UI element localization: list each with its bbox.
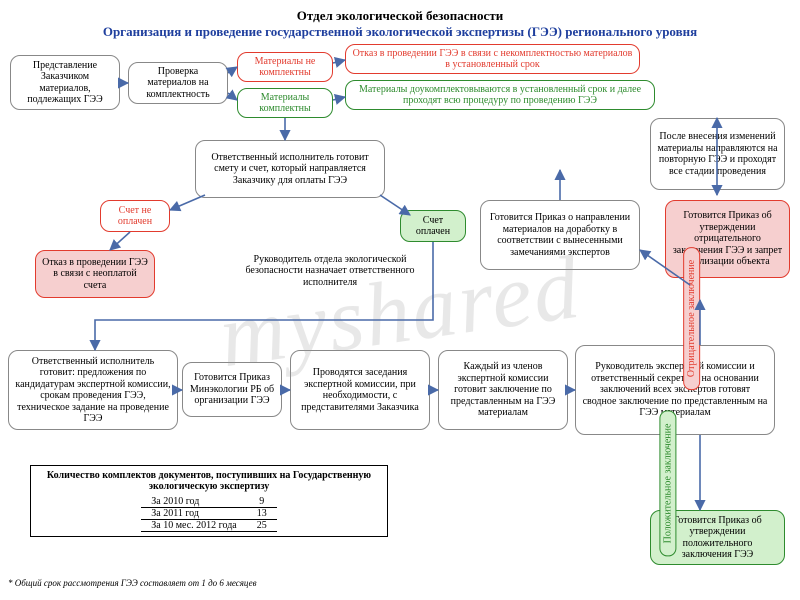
box-reject-incomplete: Отказ в проведении ГЭЭ в связи с некомпл… [345,44,640,74]
stats-table: Количество комплектов документов, поступ… [30,465,388,537]
table-row: За 10 мес. 2012 года25 [141,520,277,532]
box-check: Проверка материалов на комплектность [128,62,228,104]
table-caption: Количество комплектов документов, поступ… [39,470,379,492]
dept-title: Отдел экологической безопасности [0,8,800,24]
box-paid: Счет оплачен [400,210,466,242]
main-title: Организация и проведение государственной… [0,24,800,40]
box-min-order: Готовится Приказ Минэкологии РБ об орган… [182,362,282,417]
box-assign-head: Руководитель отдела экологической безопа… [230,250,430,292]
table-row: За 2010 год9 [141,496,277,508]
label-positive: Положительное заключение [659,411,676,557]
box-complete: Материалы комплектны [237,88,333,118]
box-proposals: Ответственный исполнитель готовит: предл… [8,350,178,430]
box-each-expert: Каждый из членов экспертной комиссии гот… [438,350,568,430]
footnote: * Общий срок рассмотрения ГЭЭ составляет… [8,578,257,588]
label-negative: Отрицательное заключение [683,247,700,390]
box-not-paid: Счет не оплачен [100,200,170,232]
box-incomplete: Материалы не комплектны [237,52,333,82]
box-meetings: Проводятся заседания экспертной комиссии… [290,350,430,430]
table-row: За 2011 год13 [141,508,277,520]
box-submit: Представление Заказчиком материалов, под… [10,55,120,110]
box-supplement: Материалы доукомплектовываются в установ… [345,80,655,110]
box-after-changes: После внесения изменений материалы напра… [650,118,785,190]
box-reject-unpaid: Отказ в проведении ГЭЭ в связи с неоплат… [35,250,155,298]
box-estimate: Ответственный исполнитель готовит смету … [195,140,385,198]
box-rework-order: Готовится Приказ о направлении материало… [480,200,640,270]
